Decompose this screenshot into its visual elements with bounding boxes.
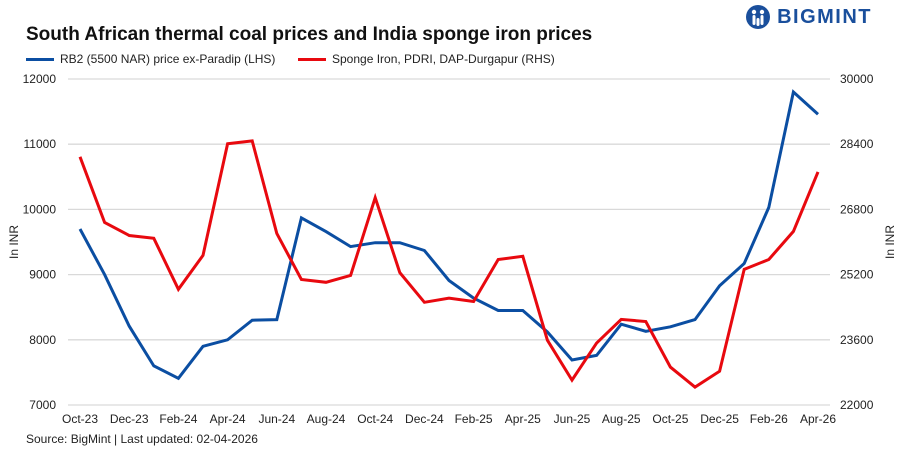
y-tick-left: 12000	[23, 72, 57, 86]
y-tick-left: 10000	[23, 202, 57, 216]
bigmint-logo: BIGMINT	[745, 4, 872, 30]
x-tick-label: Feb-25	[455, 412, 493, 426]
x-tick-label: Jun-24	[258, 412, 295, 426]
y-tick-right: 30000	[840, 72, 874, 86]
y-tick-left: 11000	[24, 137, 57, 151]
legend-item-sponge-iron: Sponge Iron, PDRI, DAP-Durgapur (RHS)	[298, 52, 555, 66]
x-tick-label: Oct-23	[62, 412, 98, 426]
legend-swatch	[298, 57, 326, 61]
legend-label: RB2 (5500 NAR) price ex-Paradip (LHS)	[60, 52, 276, 66]
legend-item-rb2: RB2 (5500 NAR) price ex-Paradip (LHS)	[26, 52, 275, 66]
series-line-sponge-iron	[78, 139, 820, 389]
x-tick-label: Dec-25	[700, 412, 739, 426]
x-tick-label: Jun-25	[554, 412, 591, 426]
series-line-rb2	[78, 89, 820, 381]
x-tick-label: Feb-26	[750, 412, 788, 426]
y-axis-label-left: In INR	[7, 225, 21, 259]
chart-title: South African thermal coal prices and In…	[26, 24, 593, 45]
source-note: Source: BigMint | Last updated: 02-04-20…	[26, 432, 258, 446]
legend-swatch	[26, 57, 54, 61]
x-tick-label: Aug-25	[602, 412, 641, 426]
x-tick-label: Feb-24	[159, 412, 197, 426]
y-tick-right: 28400	[840, 137, 874, 151]
x-tick-label: Apr-25	[505, 412, 541, 426]
logo-text: BIGMINT	[777, 5, 872, 28]
y-tick-right: 26800	[840, 202, 874, 216]
y-tick-left: 8000	[29, 333, 56, 347]
y-tick-left: 7000	[29, 398, 56, 412]
y-tick-right: 23600	[840, 333, 874, 347]
y-axis-label-right: In INR	[883, 225, 897, 259]
y-tick-right: 25200	[840, 268, 874, 282]
y-tick-left: 9000	[29, 268, 56, 282]
bigmint-logo-icon	[746, 5, 771, 29]
x-tick-label: Oct-25	[652, 412, 688, 426]
x-tick-label: Apr-24	[210, 412, 246, 426]
y-tick-right: 22000	[840, 398, 874, 412]
legend-label: Sponge Iron, PDRI, DAP-Durgapur (RHS)	[332, 52, 555, 66]
x-tick-label: Oct-24	[357, 412, 393, 426]
x-tick-label: Aug-24	[307, 412, 346, 426]
x-tick-label: Dec-24	[405, 412, 444, 426]
x-tick-label: Dec-23	[110, 412, 149, 426]
x-tick-label: Apr-26	[800, 412, 836, 426]
